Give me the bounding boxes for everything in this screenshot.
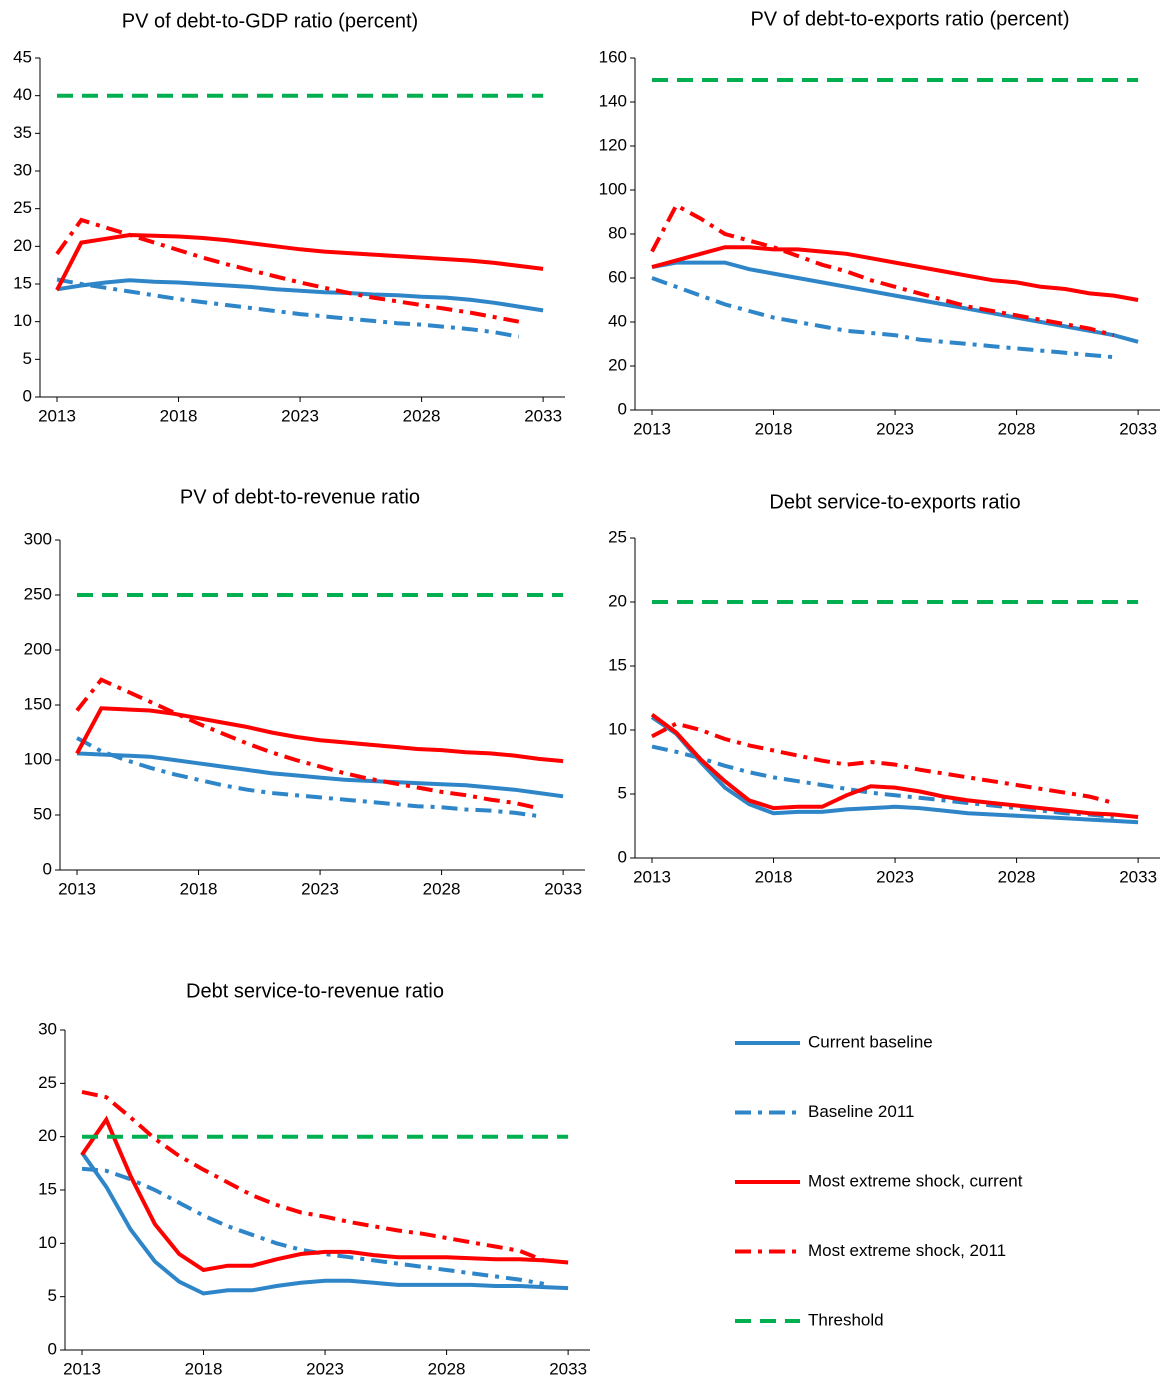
y-tick-label: 45 (13, 47, 32, 66)
y-tick-label: 0 (618, 847, 627, 866)
x-tick-label: 2018 (755, 419, 793, 438)
series-line (80, 1151, 569, 1296)
y-tick-label: 100 (599, 179, 627, 198)
y-tick-label: 20 (38, 1126, 57, 1145)
chart-title: PV of debt-to-revenue ratio (180, 486, 420, 508)
y-tick-label: 5 (23, 349, 32, 368)
x-tick-label: 2033 (1119, 419, 1157, 438)
legend-label: Baseline 2011 (808, 1102, 915, 1121)
x-tick-label: 2018 (160, 406, 198, 425)
x-tick-label: 2013 (633, 867, 671, 886)
x-tick-label: 2018 (180, 879, 218, 898)
series-line (651, 260, 1139, 344)
x-tick-label: 2028 (998, 867, 1036, 886)
y-tick-label: 5 (618, 783, 627, 802)
x-tick-label: 2033 (544, 879, 582, 898)
x-tick-label: 2033 (549, 1359, 587, 1378)
y-tick-label: 0 (48, 1339, 57, 1358)
y-tick-label: 25 (13, 198, 32, 217)
x-tick-label: 2023 (281, 406, 319, 425)
legend-label: Threshold (808, 1310, 884, 1329)
series-line (81, 1166, 545, 1286)
x-tick-label: 2018 (185, 1359, 223, 1378)
y-tick-label: 100 (24, 749, 52, 768)
y-tick-label: 40 (608, 311, 627, 330)
y-tick-label: 30 (13, 160, 32, 179)
y-tick-label: 60 (608, 267, 627, 286)
y-tick-label: 25 (38, 1073, 57, 1092)
legend-label: Most extreme shock, 2011 (808, 1241, 1006, 1260)
x-tick-label: 2013 (38, 406, 76, 425)
y-tick-label: 0 (43, 859, 52, 878)
y-tick-label: 200 (24, 639, 52, 658)
series-line (651, 721, 1115, 805)
y-tick-label: 0 (23, 386, 32, 405)
x-tick-label: 2023 (876, 867, 914, 886)
series-line (81, 1089, 545, 1263)
y-tick-label: 80 (608, 223, 627, 242)
y-tick-label: 10 (13, 311, 32, 330)
y-tick-label: 250 (24, 584, 52, 603)
x-tick-label: 2033 (1119, 867, 1157, 886)
y-tick-label: 120 (599, 135, 627, 154)
x-tick-label: 2028 (428, 1359, 466, 1378)
series-line (55, 217, 520, 324)
x-tick-label: 2028 (403, 406, 441, 425)
y-tick-label: 15 (608, 655, 627, 674)
series-line (650, 202, 1115, 338)
chart-title: PV of debt-to-exports ratio (percent) (750, 8, 1069, 30)
x-tick-label: 2023 (876, 419, 914, 438)
y-tick-label: 20 (608, 591, 627, 610)
series-line (650, 715, 1139, 825)
y-tick-label: 15 (38, 1179, 57, 1198)
series-line (76, 736, 540, 819)
y-tick-label: 300 (24, 529, 52, 548)
x-tick-label: 2028 (998, 419, 1036, 438)
chart-title: PV of debt-to-GDP ratio (percent) (122, 10, 418, 32)
y-tick-label: 10 (38, 1233, 57, 1252)
chart-title: Debt service-to-exports ratio (769, 491, 1020, 513)
series-line (651, 744, 1115, 819)
series-line (75, 706, 564, 764)
legend-label: Most extreme shock, current (808, 1171, 1023, 1190)
series-line (55, 232, 544, 291)
y-tick-label: 5 (48, 1286, 57, 1305)
series-line (80, 1115, 569, 1273)
y-tick-label: 10 (608, 719, 627, 738)
x-tick-label: 2013 (633, 419, 671, 438)
chart-title: Debt service-to-revenue ratio (186, 980, 444, 1002)
y-tick-label: 15 (13, 273, 32, 292)
y-tick-label: 50 (33, 804, 52, 823)
x-tick-label: 2023 (306, 1359, 344, 1378)
legend-label: Current baseline (808, 1032, 933, 1051)
x-tick-label: 2023 (301, 879, 339, 898)
y-tick-label: 150 (24, 694, 52, 713)
series-line (651, 245, 1139, 302)
series-line (56, 278, 544, 313)
y-tick-label: 20 (13, 236, 32, 255)
x-tick-label: 2013 (63, 1359, 101, 1378)
y-tick-label: 35 (13, 123, 32, 142)
series-line (76, 751, 564, 799)
series-line (56, 277, 520, 339)
y-tick-label: 0 (618, 399, 627, 418)
y-tick-label: 20 (608, 355, 627, 374)
x-tick-label: 2013 (58, 879, 96, 898)
y-tick-label: 30 (38, 1019, 57, 1038)
series-line (651, 276, 1114, 360)
series-line (75, 677, 540, 811)
y-tick-label: 25 (608, 527, 627, 546)
y-tick-label: 40 (13, 85, 32, 104)
y-tick-label: 140 (599, 91, 627, 110)
x-tick-label: 2033 (524, 406, 562, 425)
y-tick-label: 160 (599, 47, 627, 66)
series-line (650, 712, 1139, 819)
x-tick-label: 2028 (423, 879, 461, 898)
x-tick-label: 2018 (755, 867, 793, 886)
